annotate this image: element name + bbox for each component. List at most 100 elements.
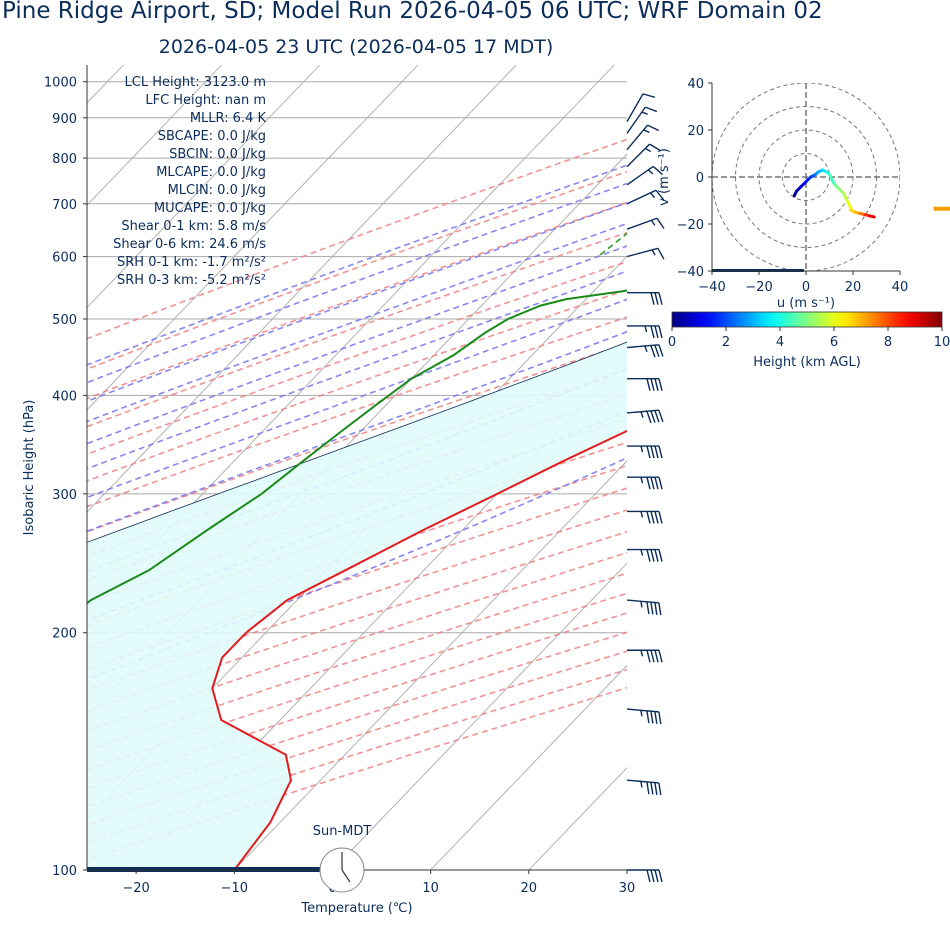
barb-half — [650, 192, 656, 199]
barb-full — [650, 782, 654, 795]
mixing-ratio-line — [889, 65, 950, 257]
wind-barb — [627, 510, 663, 524]
barb-full — [646, 378, 651, 391]
barb-full — [650, 345, 656, 358]
barb-half — [644, 325, 648, 333]
barb-full — [654, 549, 659, 562]
hodo-y-tick-label: 40 — [687, 77, 704, 92]
barb-full — [655, 189, 665, 201]
figure-subtitle: 2026-04-05 23 UTC (2026-04-05 17 MDT) — [158, 36, 554, 58]
dry-adiabat — [87, 201, 627, 400]
index-text: MLCAPE: 0.0 J/kg — [156, 165, 266, 180]
index-text: LFC Height: nan m — [145, 93, 266, 108]
hodo-y-axis-label: v (m s⁻¹) — [657, 148, 672, 206]
barb-half — [640, 650, 644, 657]
barb-full — [658, 869, 663, 883]
colorbar-tick-label: 0 — [668, 335, 676, 350]
hodo-x-tick-label: 40 — [892, 280, 909, 295]
colorbar-tick-label: 6 — [830, 335, 838, 350]
barb-full — [650, 869, 655, 883]
colorbar-tick-label: 2 — [722, 335, 730, 350]
barb-full — [646, 601, 650, 615]
barb-half — [641, 111, 648, 115]
hodo-y-tick-label: 0 — [696, 171, 704, 186]
barb-full — [654, 650, 659, 663]
dry-adiabat — [87, 170, 627, 370]
barb-full — [650, 325, 655, 339]
dry-adiabat — [87, 260, 627, 456]
barb-full — [650, 711, 654, 724]
wind-barb — [627, 325, 663, 339]
hodo-x-tick-label: −40 — [698, 280, 725, 295]
hodo-x-tick-label: 0 — [802, 280, 810, 295]
wind-barb — [626, 189, 665, 205]
isotherm-line — [87, 65, 517, 513]
wind-barb — [626, 106, 658, 134]
wind-barb — [626, 124, 659, 151]
barb-full — [646, 445, 651, 459]
colorbar-tick-label: 10 — [934, 335, 950, 350]
index-text: SBCAPE: 0.0 J/kg — [158, 129, 266, 144]
hodo-x-tick-label: 20 — [845, 280, 862, 295]
barb-full — [646, 477, 651, 490]
barb-half — [647, 169, 654, 175]
hodo-x-axis-label: u (m s⁻¹) — [777, 296, 835, 311]
barb-full — [646, 549, 651, 562]
barb-full — [654, 511, 659, 524]
barb-half — [640, 477, 644, 484]
barb-staff — [626, 779, 659, 784]
isotherm-line — [87, 65, 321, 309]
wind-barb — [627, 869, 663, 883]
barb-staff — [626, 93, 644, 122]
index-text: SBCIN: 0.0 J/kg — [169, 147, 266, 162]
barb-full — [654, 410, 660, 423]
barb-full — [654, 325, 659, 339]
barb-full — [654, 869, 659, 883]
wind-barb — [627, 377, 663, 391]
barb-full — [646, 710, 650, 724]
dry-adiabat — [87, 231, 627, 428]
y-tick-label: 200 — [52, 627, 77, 642]
wind-barb — [626, 93, 656, 122]
index-text: SRH 0-3 km: -5.2 m²/s² — [117, 273, 266, 288]
barb-half — [651, 249, 656, 256]
barb-full — [646, 410, 652, 424]
barb-full — [658, 549, 663, 562]
barb-staff — [626, 189, 657, 205]
barb-full — [654, 445, 659, 459]
hodo-y-tick-label: −40 — [677, 265, 704, 280]
barb-half — [640, 781, 643, 788]
x-tick-label: 20 — [521, 881, 538, 896]
barb-half — [645, 147, 652, 153]
y-tick-label: 1000 — [44, 76, 77, 91]
x-axis-label: Temperature (℃) — [300, 901, 412, 916]
barb-full — [658, 325, 663, 339]
barb-full — [658, 650, 663, 663]
skewt-plot-area — [87, 65, 950, 870]
wind-barb — [626, 409, 664, 424]
barb-full — [646, 869, 651, 883]
colorbar-tick-label: 4 — [776, 335, 784, 350]
y-tick-label: 800 — [52, 152, 77, 167]
x-tick-label: −20 — [122, 881, 149, 896]
barb-half — [640, 601, 643, 608]
barb-staff — [626, 344, 659, 349]
barb-full — [658, 477, 663, 490]
barb-full — [650, 445, 655, 459]
hodograph-segment — [828, 173, 836, 186]
barb-full — [650, 602, 654, 615]
barb-full — [642, 93, 656, 98]
index-text: MUCAPE: 0.0 J/kg — [154, 201, 266, 216]
isotherm-line — [332, 562, 627, 870]
wind-barb — [627, 548, 663, 562]
wind-barb — [626, 344, 664, 358]
barb-half — [643, 129, 650, 134]
isotherm-line — [528, 767, 627, 870]
x-tick-label: 30 — [619, 881, 636, 896]
colorbar-tick-label: 8 — [884, 335, 892, 350]
x-tick-label: −10 — [221, 881, 248, 896]
barb-full — [658, 409, 664, 423]
hodo-y-tick-label: −20 — [677, 218, 704, 233]
y-tick-label: 400 — [52, 389, 77, 404]
barb-full — [654, 344, 660, 358]
